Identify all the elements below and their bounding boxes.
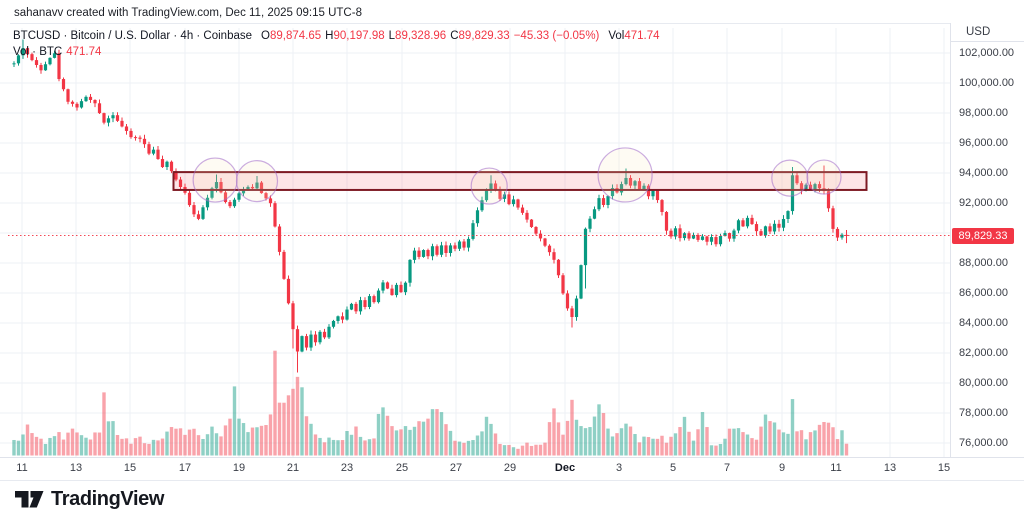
time-tick-label: 21	[286, 462, 300, 474]
touch-circle[interactable]	[597, 147, 653, 203]
last-price-badge: 89,829.33	[952, 227, 1014, 244]
price-tick-label: 84,000.00	[959, 317, 1008, 329]
touch-circle[interactable]	[235, 160, 279, 203]
tradingview-logo-icon	[15, 491, 44, 508]
price-tick-label: 92,000.00	[959, 197, 1008, 209]
price-tick-label: 76,000.00	[959, 437, 1008, 449]
price-tick-label: 82,000.00	[959, 347, 1008, 359]
time-tick-label: 25	[395, 462, 409, 474]
price-tick-label: 86,000.00	[959, 287, 1008, 299]
time-tick-label: 23	[340, 462, 354, 474]
attribution-text: sahanavv created with TradingView.com, D…	[14, 7, 362, 19]
time-tick-label: 29	[503, 462, 517, 474]
time-tick-label: 13	[883, 462, 897, 474]
time-tick-label: 7	[723, 462, 731, 474]
price-tick-label: 78,000.00	[959, 407, 1008, 419]
chart-frame-top-divider	[10, 23, 1014, 24]
time-tick-label: 15	[123, 462, 137, 474]
time-tick-label: Dec	[554, 462, 576, 474]
time-axis[interactable]: 11 13 15 17 19 21 23 25 27 29 Dec 3 5 7 9 11 13 15	[0, 457, 1024, 481]
touch-circle[interactable]	[771, 159, 809, 197]
time-tick-label: 15	[937, 462, 951, 474]
price-tick-label: 102,000.00	[959, 47, 1015, 59]
touch-circle[interactable]	[192, 157, 238, 203]
time-tick-label: 11	[830, 462, 842, 474]
time-tick-label: 13	[69, 462, 83, 474]
currency-label: USD	[951, 23, 1024, 42]
touch-circle[interactable]	[470, 167, 508, 205]
price-tick-label: 100,000.00	[959, 77, 1015, 89]
time-tick-label: 27	[449, 462, 463, 474]
price-tick-label: 88,000.00	[959, 257, 1008, 269]
resistance-zone-rectangle[interactable]	[172, 171, 868, 191]
candlesticks	[12, 39, 849, 373]
price-axis[interactable]: USD 89,829.33 102,000.00 100,000.00 98,000…	[950, 23, 1024, 457]
time-tick-label: 11	[16, 462, 28, 474]
time-tick-label: 3	[615, 462, 623, 474]
price-tick-label: 94,000.00	[959, 167, 1008, 179]
price-tick-label: 80,000.00	[959, 377, 1008, 389]
touch-circle[interactable]	[806, 159, 842, 195]
price-chart-canvas[interactable]	[0, 0, 950, 457]
time-tick-label: 17	[178, 462, 192, 474]
tradingview-logo[interactable]: TradingView	[14, 486, 164, 512]
price-tick-label: 96,000.00	[959, 137, 1008, 149]
time-tick-label: 19	[232, 462, 246, 474]
tradingview-logo-text: TradingView	[51, 487, 165, 510]
price-tick-label: 98,000.00	[959, 107, 1008, 119]
volume-bars	[12, 350, 849, 456]
resistance-touch-circles[interactable]	[192, 147, 842, 205]
time-tick-label: 5	[669, 462, 677, 474]
time-tick-label: 9	[778, 462, 786, 474]
gridlines	[0, 28, 950, 457]
